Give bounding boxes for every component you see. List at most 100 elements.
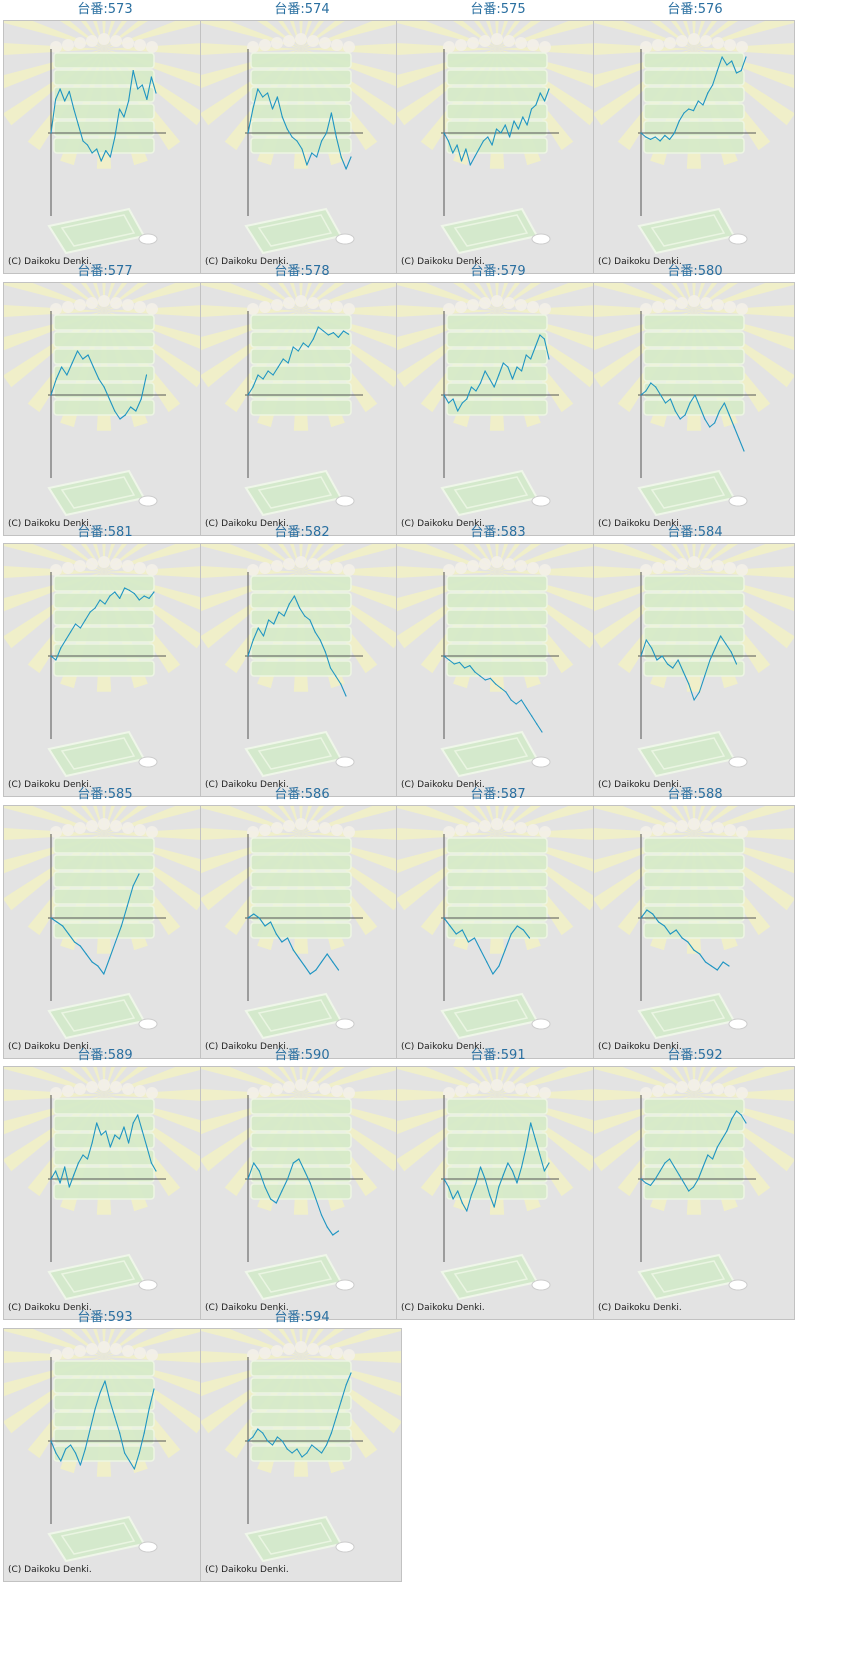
data-point <box>669 398 671 400</box>
line-chart <box>594 1067 794 1301</box>
crowd-figure <box>491 556 503 568</box>
crowd-figure <box>283 35 295 47</box>
data-point <box>327 334 329 336</box>
data-point <box>654 136 656 138</box>
crowd-figure <box>676 297 688 309</box>
data-point <box>86 1158 89 1160</box>
data-point <box>304 965 306 967</box>
data-point <box>314 631 316 633</box>
chart-title[interactable]: 台番:585 <box>77 787 133 802</box>
chart-title[interactable]: 台番:580 <box>667 264 723 279</box>
tray-stack-layer <box>250 1360 352 1377</box>
crowd-figure <box>98 556 110 568</box>
data-point <box>50 1440 52 1442</box>
bottom-tray-inner <box>60 737 136 770</box>
data-point <box>85 953 87 955</box>
crowd-figure <box>664 1083 676 1095</box>
bottom-tray-inner <box>60 214 136 247</box>
chart-title[interactable]: 台番:589 <box>77 1048 133 1063</box>
crowd-figure <box>98 1079 110 1091</box>
tray-stack-layer <box>53 1394 155 1411</box>
data-point <box>264 925 266 927</box>
crowd-figure <box>319 1083 331 1095</box>
tray-stack-layer <box>53 103 155 120</box>
line-chart <box>397 21 597 255</box>
chart-title[interactable]: 台番:594 <box>274 1310 330 1325</box>
line-chart <box>201 806 401 1040</box>
crowd-figure <box>515 1083 527 1095</box>
crowd-figure <box>640 1087 652 1099</box>
tray-stack-layer <box>53 1183 155 1200</box>
crowd-figure <box>455 824 467 836</box>
background-art <box>201 1067 401 1301</box>
chart-title[interactable]: 台番:576 <box>667 2 723 17</box>
chart-title[interactable]: 台番:575 <box>470 2 526 17</box>
data-point <box>283 615 285 617</box>
data-point <box>464 667 466 669</box>
chart-title[interactable]: 台番:587 <box>470 787 526 802</box>
chart-title[interactable]: 台番:574 <box>274 2 330 17</box>
crowd-figure <box>319 1345 331 1357</box>
chart-title[interactable]: 台番:586 <box>274 787 330 802</box>
chart-title[interactable]: 台番:590 <box>274 1048 330 1063</box>
data-point <box>252 108 254 110</box>
tray-stack-layer <box>643 1166 745 1183</box>
data-point <box>704 961 707 963</box>
chart-title[interactable]: 台番:581 <box>77 525 133 540</box>
chart-title[interactable]: 台番:582 <box>274 525 330 540</box>
chart-title[interactable]: 台番:573 <box>77 2 133 17</box>
chart-title[interactable]: 台番:584 <box>667 525 723 540</box>
data-point <box>76 350 79 352</box>
crowd-figure <box>134 1085 146 1097</box>
data-point <box>712 84 714 86</box>
tray-stack-layer <box>643 922 745 939</box>
data-point <box>649 138 652 140</box>
crowd-figure <box>724 562 736 574</box>
copyright-label: (C) Daikoku Denki. <box>598 519 682 529</box>
crowd-figure <box>146 826 158 838</box>
crowd-figure <box>331 562 343 574</box>
chart-title[interactable]: 台番:579 <box>470 264 526 279</box>
data-point <box>687 941 689 943</box>
data-point <box>59 88 61 90</box>
crowd-figure <box>86 1343 98 1355</box>
chart-panel: (C) Daikoku Denki. <box>396 20 598 274</box>
data-point <box>535 104 537 106</box>
crowd-figure <box>343 1087 355 1099</box>
chart-title[interactable]: 台番:591 <box>470 1048 526 1063</box>
crowd-figure <box>146 41 158 53</box>
tray-stack-layer <box>446 871 548 888</box>
tray-stack-layer <box>53 1428 155 1445</box>
data-point <box>443 655 445 657</box>
bottom-tray-inner <box>453 214 529 247</box>
chart-cell: 台番:584 (C) Daikoku Denki. <box>590 523 800 803</box>
data-point <box>661 655 663 657</box>
crowd-figure <box>319 299 331 311</box>
data-point <box>457 410 459 412</box>
tray-stack-layer <box>250 626 352 643</box>
crowd-figure <box>331 39 343 51</box>
data-point <box>474 156 476 158</box>
data-point <box>694 394 696 396</box>
chart-title[interactable]: 台番:593 <box>77 1310 133 1325</box>
crowd-figure <box>271 1083 283 1095</box>
chart-title[interactable]: 台番:578 <box>274 264 330 279</box>
data-point <box>114 136 116 138</box>
background-art <box>397 283 597 517</box>
crowd-figure <box>539 1087 551 1099</box>
chart-title[interactable]: 台番:577 <box>77 264 133 279</box>
crowd-figure <box>134 301 146 313</box>
data-point <box>317 326 319 328</box>
data-point <box>449 925 451 927</box>
data-point <box>302 342 304 344</box>
chart-title[interactable]: 台番:583 <box>470 525 526 540</box>
data-point <box>539 92 541 94</box>
data-point <box>92 366 94 368</box>
data-point <box>460 160 463 162</box>
crowd-figure <box>86 35 98 47</box>
chart-title[interactable]: 台番:588 <box>667 787 723 802</box>
copyright-label: (C) Daikoku Denki. <box>205 1042 289 1052</box>
data-point <box>342 330 345 332</box>
tray-stack-layer <box>250 1377 352 1394</box>
chart-title[interactable]: 台番:592 <box>667 1048 723 1063</box>
